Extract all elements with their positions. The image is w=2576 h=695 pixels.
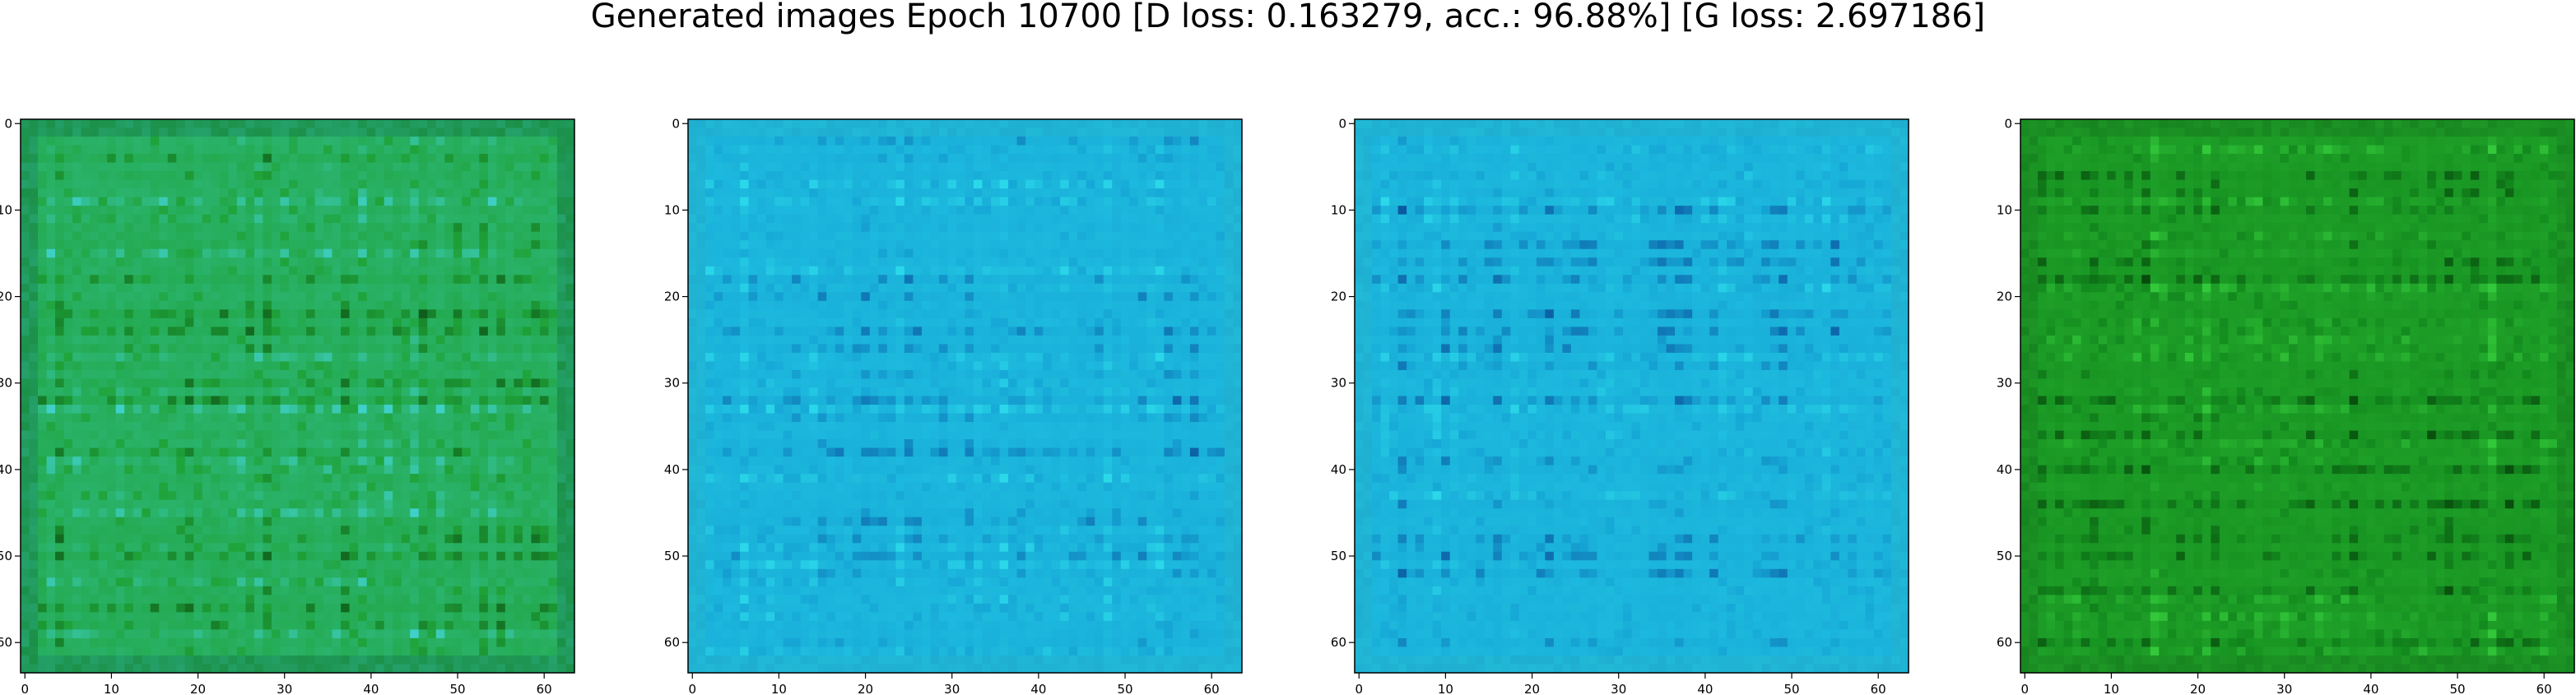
y-tick-label: 20 bbox=[664, 290, 680, 304]
x-tick-label: 30 bbox=[2276, 682, 2292, 695]
y-tick-label: 30 bbox=[0, 376, 12, 391]
x-tick-label: 60 bbox=[2536, 682, 2552, 695]
x-tick-label: 0 bbox=[1355, 682, 1363, 695]
y-tick-label: 50 bbox=[0, 549, 12, 563]
y-tick-label: 40 bbox=[0, 462, 12, 477]
y-tick-label: 40 bbox=[1997, 462, 2012, 477]
y-tick-label: 10 bbox=[1997, 202, 2012, 217]
y-tick-label: 0 bbox=[672, 116, 680, 131]
x-tick-label: 60 bbox=[1204, 682, 1220, 695]
x-tick-label: 20 bbox=[858, 682, 873, 695]
x-tick-label: 60 bbox=[537, 682, 552, 695]
x-tick-label: 10 bbox=[1438, 682, 1453, 695]
y-tick-label: 40 bbox=[664, 462, 680, 477]
y-tick-label: 50 bbox=[1997, 549, 2012, 563]
y-tick-label: 10 bbox=[664, 202, 680, 217]
y-tick-label: 0 bbox=[2004, 116, 2012, 131]
image-panel-1: 0 10 20 30 40 50 60 0 10 20 30 40 50 60 bbox=[0, 116, 575, 695]
image-pixels bbox=[2020, 119, 2575, 674]
x-tick-label: 20 bbox=[1524, 682, 1540, 695]
x-tick-label: 50 bbox=[1783, 682, 1799, 695]
x-tick-label: 20 bbox=[2190, 682, 2206, 695]
x-tick-label: 0 bbox=[2020, 682, 2029, 695]
image-pixels bbox=[21, 119, 575, 674]
x-tick-label: 0 bbox=[21, 682, 29, 695]
x-tick-label: 50 bbox=[449, 682, 465, 695]
x-tick-label: 10 bbox=[2104, 682, 2119, 695]
x-tick-label: 50 bbox=[2449, 682, 2465, 695]
y-tick-label: 50 bbox=[664, 549, 680, 563]
y-tick-label: 20 bbox=[1997, 290, 2012, 304]
image-pixels bbox=[1355, 119, 1909, 674]
x-tick-label: 30 bbox=[277, 682, 292, 695]
image-panel-3: 0 10 20 30 40 50 60 0 10 20 30 40 50 60 bbox=[1331, 116, 1909, 695]
y-tick-label: 30 bbox=[664, 376, 680, 391]
x-tick-label: 10 bbox=[771, 682, 787, 695]
y-tick-label: 50 bbox=[1331, 549, 1346, 563]
y-tick-label: 10 bbox=[1331, 202, 1346, 217]
x-tick-label: 20 bbox=[190, 682, 206, 695]
image-panel-4: 0 10 20 30 40 50 60 0 10 20 30 40 50 60 bbox=[1997, 116, 2575, 695]
y-tick-label: 60 bbox=[1997, 635, 2012, 650]
image-pixels bbox=[688, 119, 1243, 674]
x-tick-label: 10 bbox=[104, 682, 119, 695]
y-tick-label: 60 bbox=[0, 635, 12, 650]
x-tick-label: 0 bbox=[688, 682, 696, 695]
x-tick-label: 30 bbox=[1611, 682, 1626, 695]
image-panel-2: 0 10 20 30 40 50 60 0 10 20 30 40 50 60 bbox=[664, 116, 1243, 695]
x-tick-label: 40 bbox=[2363, 682, 2378, 695]
y-tick-label: 40 bbox=[1331, 462, 1346, 477]
x-tick-label: 50 bbox=[1117, 682, 1132, 695]
y-tick-label: 60 bbox=[664, 635, 680, 650]
y-tick-label: 60 bbox=[1331, 635, 1346, 650]
y-tick-label: 30 bbox=[1997, 376, 2012, 391]
y-tick-label: 0 bbox=[1338, 116, 1346, 131]
x-tick-label: 30 bbox=[944, 682, 960, 695]
x-tick-label: 40 bbox=[363, 682, 379, 695]
y-tick-label: 0 bbox=[4, 116, 12, 131]
y-tick-label: 20 bbox=[1331, 290, 1346, 304]
x-tick-label: 40 bbox=[1030, 682, 1046, 695]
y-tick-label: 20 bbox=[0, 290, 12, 304]
y-tick-label: 10 bbox=[0, 202, 12, 217]
x-tick-label: 60 bbox=[1871, 682, 1886, 695]
x-tick-label: 40 bbox=[1697, 682, 1713, 695]
y-tick-label: 30 bbox=[1331, 376, 1346, 391]
